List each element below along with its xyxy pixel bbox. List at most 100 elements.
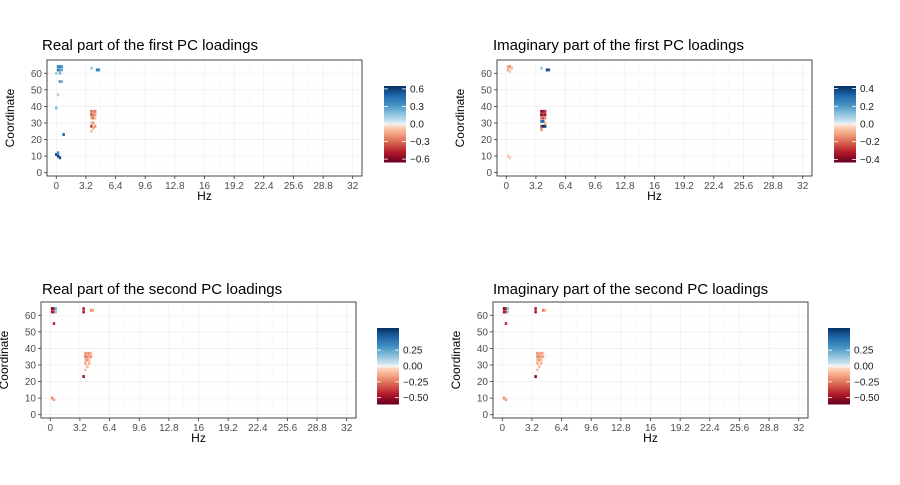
colorbar-segment	[377, 348, 399, 352]
heatmap-cell	[56, 65, 60, 69]
colorbar-segment	[828, 371, 850, 375]
heatmap-panel: Imaginary part of the second PC loadings…	[449, 281, 880, 445]
heatmap-cell	[504, 322, 508, 326]
colorbar-label: 0.6	[410, 84, 424, 95]
y-tick-label: 40	[25, 344, 37, 355]
colorbar-segment	[377, 335, 399, 338]
colorbar-segment	[384, 114, 406, 117]
x-tick-label: 16	[649, 181, 661, 192]
colorbar-segment	[828, 396, 850, 399]
panel-title: Imaginary part of the first PC loadings	[493, 37, 744, 54]
heatmap-cell	[86, 358, 89, 362]
x-tick-label: 25.6	[730, 423, 750, 434]
colorbar-segment	[384, 125, 406, 129]
x-tick-label: 19.2	[218, 423, 238, 434]
colorbar-segment	[377, 343, 399, 346]
heatmap-cell	[541, 351, 545, 355]
x-tick-label: 0	[499, 423, 505, 434]
colorbar-segment	[384, 139, 406, 142]
colorbar-segment	[377, 350, 399, 354]
colorbar-segment	[377, 394, 399, 397]
colorbar-segment	[834, 124, 856, 127]
heatmap-cell	[506, 65, 510, 69]
colorbar-segment	[384, 86, 406, 89]
heatmap-cell	[84, 351, 87, 355]
heatmap-cell	[87, 355, 91, 359]
y-tick-label: 50	[481, 85, 493, 96]
colorbar-segment	[834, 114, 856, 117]
colorbar-segment	[834, 89, 856, 93]
colorbar-segment	[384, 143, 406, 146]
heatmap-cell	[84, 361, 87, 365]
y-tick-label: 10	[477, 394, 489, 405]
colorbar-segment	[384, 95, 406, 98]
colorbar-label: 0.25	[854, 346, 874, 357]
colorbar-label: 0.25	[403, 346, 423, 357]
colorbar-label: 0.00	[854, 362, 874, 373]
x-tick-label: 19.2	[674, 181, 694, 192]
y-tick-label: 20	[25, 377, 37, 388]
colorbar-segment	[834, 148, 856, 152]
colorbar-segment	[834, 131, 856, 134]
colorbar-segment	[834, 158, 856, 161]
heatmap-cell	[543, 124, 547, 128]
heatmap-cell	[93, 109, 97, 113]
colorbar-segment	[828, 362, 850, 365]
colorbar-segment	[828, 335, 850, 338]
heatmap-cell	[506, 310, 510, 314]
colorbar-segment	[377, 392, 399, 395]
y-axis-label: Coordinate	[453, 88, 467, 147]
colorbar-label: −0.2	[860, 137, 880, 148]
colorbar-segment	[384, 150, 406, 153]
colorbar-segment	[384, 131, 406, 134]
y-tick-label: 30	[477, 360, 489, 371]
heatmap-cell	[536, 355, 539, 359]
x-tick-label: 32	[347, 181, 359, 192]
x-tick-label: 6.4	[109, 181, 123, 192]
y-tick-label: 40	[477, 344, 489, 355]
colorbar-segment	[377, 329, 399, 333]
heatmap-cell	[536, 351, 539, 355]
heatmap-cell	[539, 361, 543, 365]
colorbar-segment	[834, 156, 856, 159]
heatmap-cell	[538, 351, 541, 355]
x-tick-label: 12.8	[165, 181, 185, 192]
x-tick-label: 3.2	[529, 181, 543, 192]
colorbar-segment	[377, 328, 399, 331]
y-tick-label: 60	[477, 311, 489, 322]
x-tick-label: 32	[797, 181, 809, 192]
heatmap-cell	[87, 361, 91, 365]
heatmap-cell	[90, 116, 93, 120]
colorbar-segment	[828, 333, 850, 337]
colorbar-segment	[828, 402, 850, 405]
colorbar-label: −0.4	[860, 155, 880, 166]
colorbar-segment	[834, 110, 856, 114]
heatmap-cell	[60, 65, 64, 69]
heatmap-cell	[90, 66, 93, 70]
heatmap-cell	[504, 398, 508, 402]
y-tick-label: 0	[36, 168, 42, 179]
x-tick-label: 28.8	[307, 423, 327, 434]
colorbar-segment	[384, 144, 406, 148]
colorbar-segment	[384, 93, 406, 96]
colorbar-segment	[828, 331, 850, 335]
colorbar-segment	[828, 339, 850, 342]
colorbar-segment	[377, 360, 399, 363]
heatmap-cell	[62, 133, 65, 137]
y-tick-label: 0	[482, 410, 488, 421]
x-tick-label: 6.4	[103, 423, 117, 434]
colorbar-segment	[384, 152, 406, 155]
heatmap-cell	[55, 106, 58, 110]
colorbar-segment	[834, 144, 856, 148]
colorbar-segment	[377, 400, 399, 403]
colorbar-segment	[828, 392, 850, 395]
colorbar-segment	[384, 141, 406, 144]
panel-title: Real part of the first PC loadings	[42, 37, 258, 54]
colorbar-segment	[828, 341, 850, 344]
heatmap-panel: Imaginary part of the first PC loadings 0…	[453, 37, 880, 203]
heatmap-cell	[87, 351, 91, 355]
heatmap-cell	[543, 116, 547, 120]
x-tick-label: 12.8	[615, 181, 635, 192]
colorbar-segment	[377, 383, 399, 386]
